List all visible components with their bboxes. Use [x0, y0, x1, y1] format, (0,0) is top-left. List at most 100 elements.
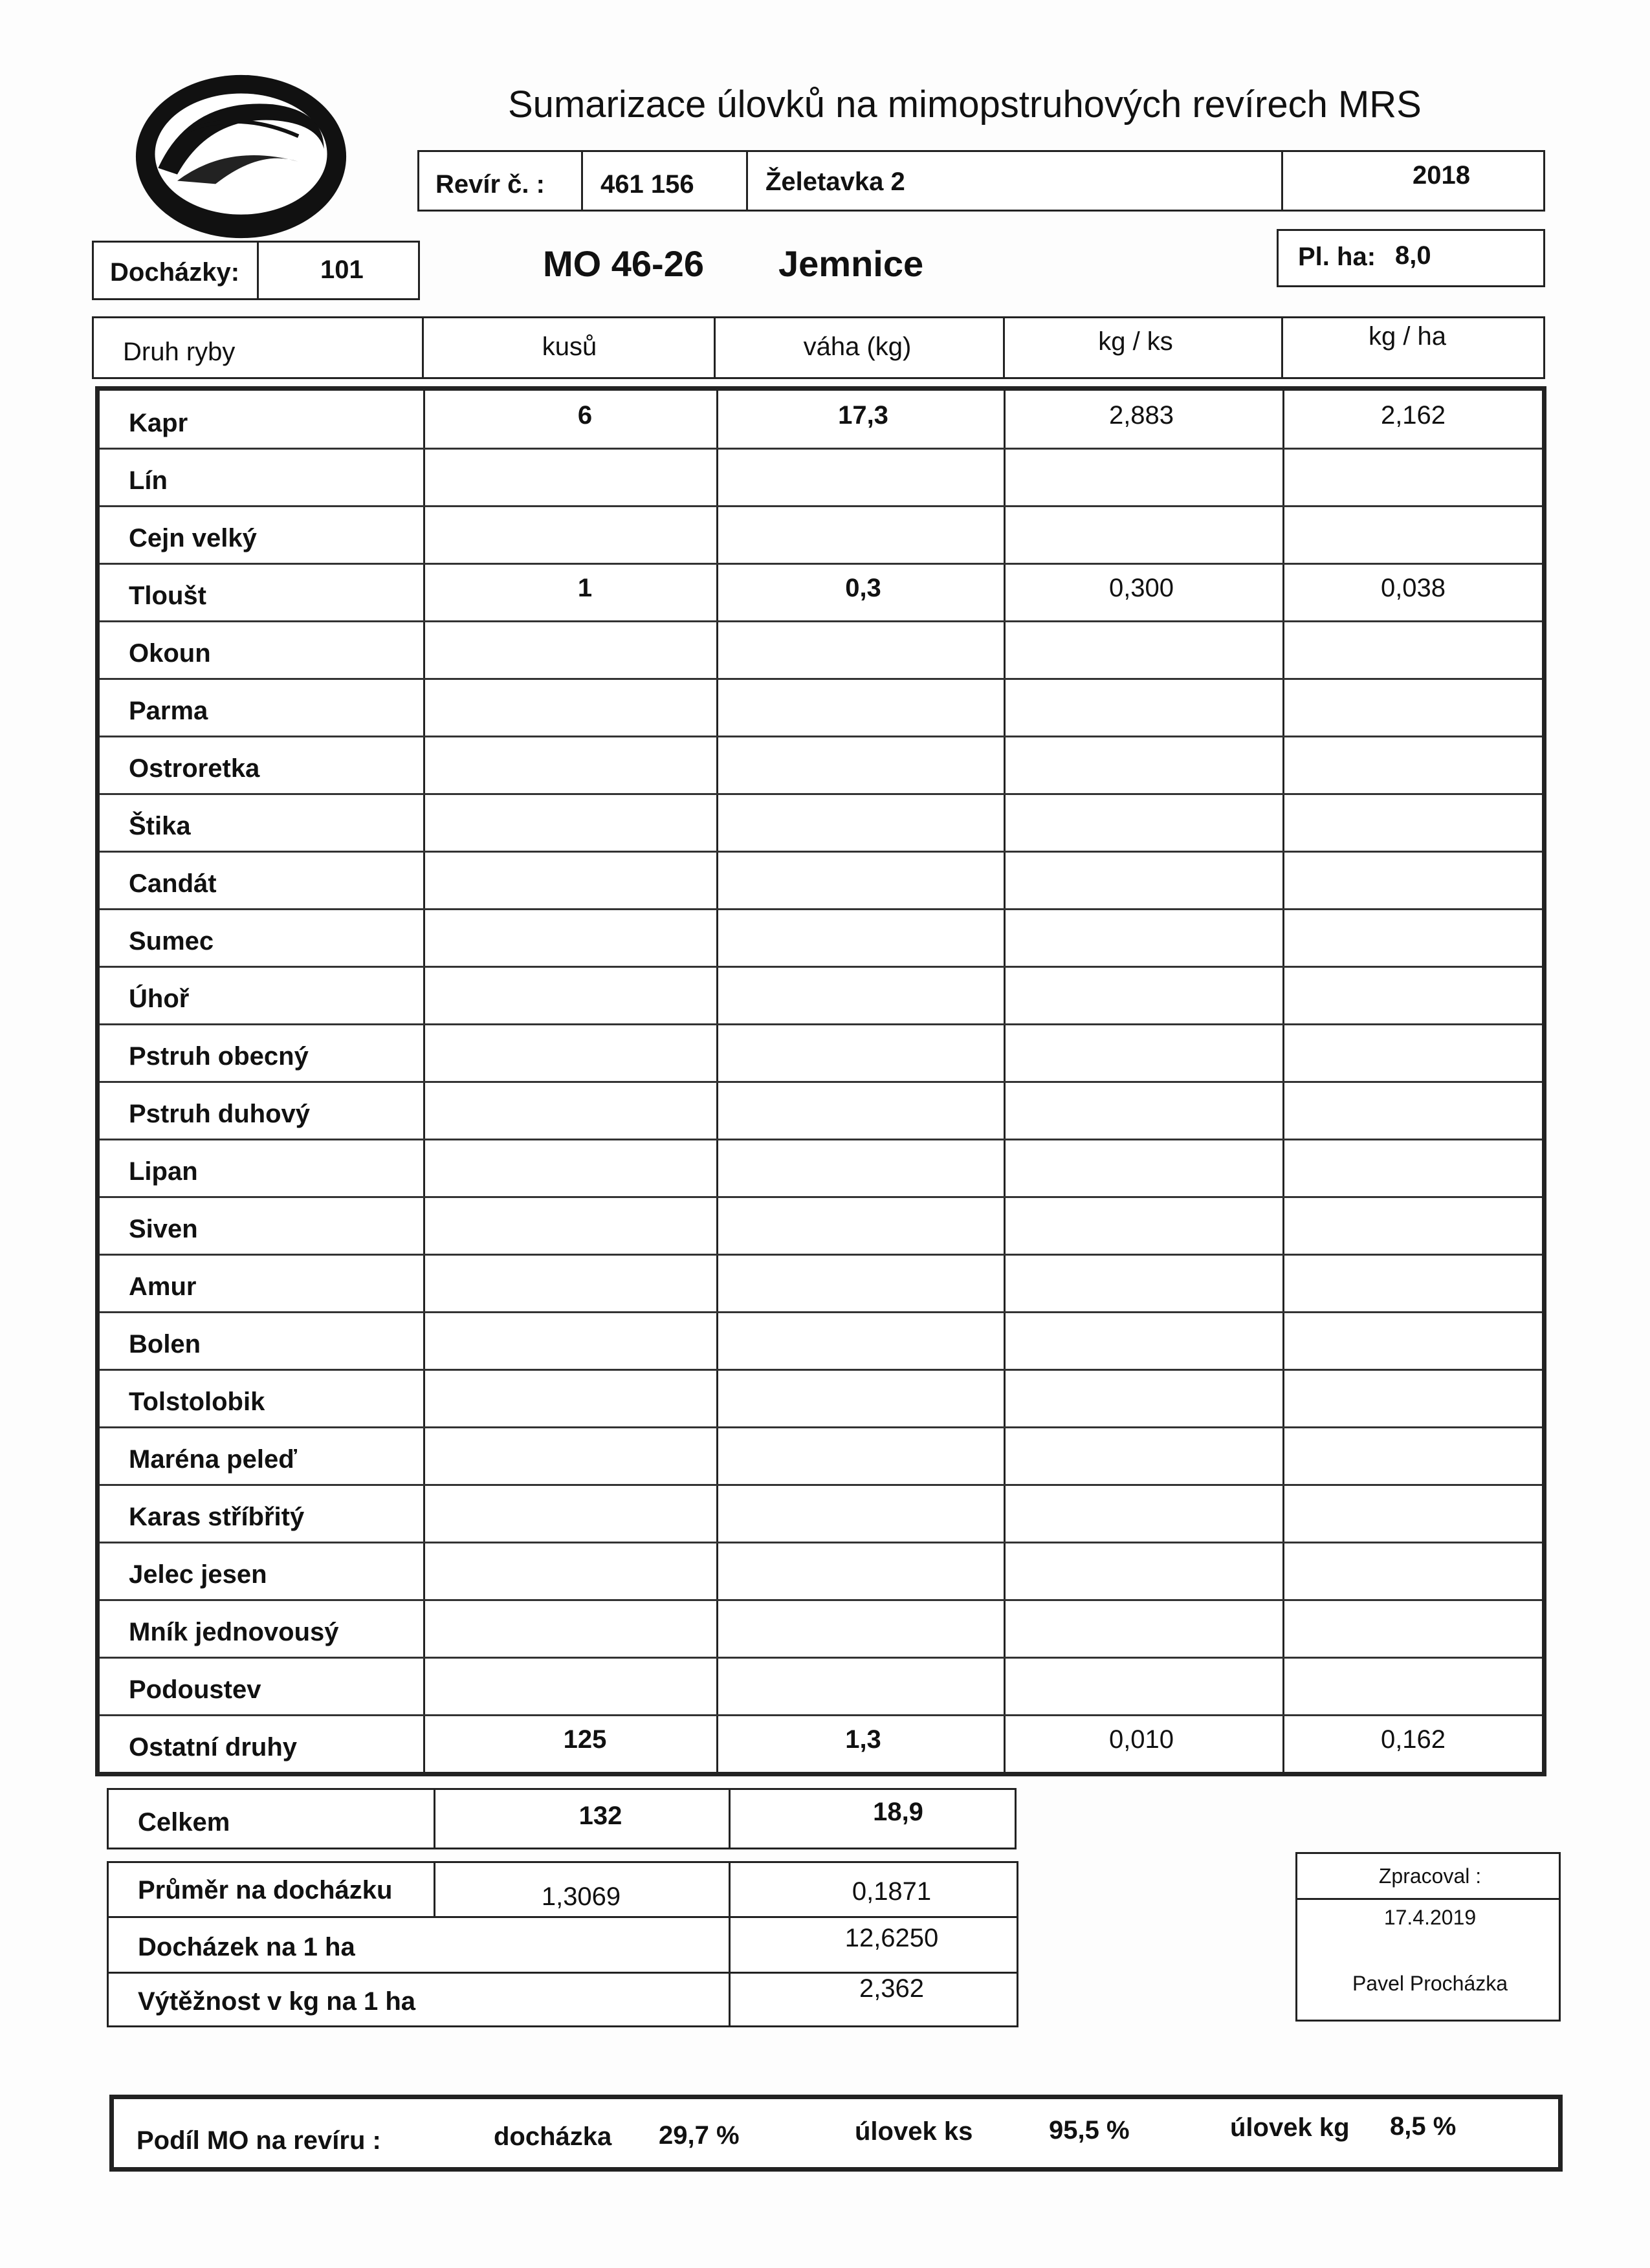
mo-name: Jemnice	[778, 243, 924, 284]
table-row: Ostatní druhy 125 1,3 0,010 0,162	[100, 1716, 1542, 1774]
cell-species: Maréna peleď	[129, 1445, 297, 1474]
cell-kg-ha: 2,162	[1380, 401, 1446, 430]
table-row: Pstruh obecný	[100, 1025, 1542, 1083]
table-row: Candát	[100, 853, 1542, 910]
table-row: Bolen	[100, 1313, 1542, 1371]
area-label: Pl. ha:	[1298, 243, 1376, 271]
table-row: Siven	[100, 1198, 1542, 1256]
mo-code: MO 46-26	[543, 243, 704, 284]
share-box: Podíl MO na revíru : docházka 29,7 % úlo…	[109, 2095, 1563, 2172]
table-row: Tolstolobik	[100, 1371, 1542, 1428]
cell-species: Amur	[129, 1272, 197, 1301]
catch-table: Kapr 6 17,3 2,883 2,162 Lín Cejn velký Tloušt 1 0…	[95, 386, 1546, 1776]
column-kusu: kusů	[542, 333, 597, 361]
dochazky-box: Docházky: 101	[92, 241, 420, 300]
table-row: Podoustev	[100, 1659, 1542, 1716]
stats-table: Průměr na docházku 1,3069 0,1871 Docháze…	[107, 1861, 1018, 2027]
per-ha-label: Docházek na 1 ha	[138, 1933, 355, 1961]
share-ks-label: úlovek ks	[855, 2117, 973, 2146]
revir-box: Revír č. : 461 156 Želetavka 2 2018	[417, 150, 1545, 212]
cell-kg-ks: 0,010	[1108, 1725, 1174, 1754]
area-box: Pl. ha: 8,0	[1277, 229, 1545, 287]
cell-kusu: 125	[563, 1725, 607, 1754]
yield-label: Výtěžnost v kg na 1 ha	[138, 1987, 416, 2016]
cell-species: Okoun	[129, 639, 211, 668]
totals-row: Celkem 132 18,9	[107, 1788, 1017, 1849]
table-row: Štika	[100, 795, 1542, 853]
avg-vaha: 0,1871	[852, 1877, 932, 1906]
cell-species: Tolstolobik	[129, 1388, 265, 1416]
cell-species: Ostroretka	[129, 754, 260, 783]
column-vaha: váha (kg)	[803, 333, 912, 361]
cell-species: Kapr	[129, 409, 188, 437]
column-species: Druh ryby	[123, 338, 236, 366]
revir-label: Revír č. :	[435, 170, 545, 199]
cell-kg-ha: 0,038	[1380, 574, 1446, 602]
cell-kg-ks: 0,300	[1108, 574, 1174, 602]
cell-species: Úhoř	[129, 985, 190, 1013]
cell-species: Ostatní druhy	[129, 1733, 298, 1761]
column-kg-ks: kg / ks	[1098, 327, 1173, 356]
totals-label: Celkem	[138, 1808, 230, 1837]
table-row: Ostroretka	[100, 737, 1542, 795]
cell-species: Karas stříbřitý	[129, 1503, 305, 1531]
cell-species: Jelec jesen	[129, 1560, 267, 1589]
table-row: Jelec jesen	[100, 1543, 1542, 1601]
table-row: Okoun	[100, 622, 1542, 680]
cell-species: Sumec	[129, 927, 214, 955]
table-row: Cejn velký	[100, 507, 1542, 565]
cell-vaha: 1,3	[845, 1725, 881, 1754]
revir-name: Želetavka 2	[765, 168, 905, 196]
year: 2018	[1413, 161, 1470, 190]
share-kg-value: 8,5 %	[1390, 2112, 1457, 2141]
processed-date: 17.4.2019	[1383, 1906, 1477, 1929]
totals-kusu: 132	[578, 1802, 622, 1830]
cell-vaha: 17,3	[838, 401, 888, 430]
cell-species: Pstruh obecný	[129, 1042, 309, 1071]
processed-name: Pavel Procházka	[1352, 1972, 1508, 1995]
table-row: Pstruh duhový	[100, 1083, 1542, 1140]
share-dochazka-value: 29,7 %	[659, 2121, 740, 2150]
cell-species: Mník jednovousý	[129, 1618, 339, 1646]
table-row: Lipan	[100, 1140, 1542, 1198]
column-header: Druh ryby kusů váha (kg) kg / ks kg / ha	[92, 316, 1545, 379]
cell-species: Cejn velký	[129, 524, 257, 552]
cell-species: Parma	[129, 697, 208, 725]
cell-kusu: 1	[577, 574, 593, 602]
table-row: Lín	[100, 450, 1542, 507]
cell-species: Lipan	[129, 1157, 198, 1186]
cell-species: Bolen	[129, 1330, 201, 1358]
cell-species: Štika	[129, 812, 191, 840]
cell-species: Siven	[129, 1215, 198, 1243]
share-dochazka-label: docházka	[494, 2122, 612, 2151]
yield-value: 2,362	[859, 1974, 925, 2003]
share-kg-label: úlovek kg	[1230, 2113, 1350, 2142]
share-ks-value: 95,5 %	[1049, 2116, 1130, 2144]
avg-label: Průměr na docházku	[138, 1876, 393, 1904]
processed-label: Zpracoval :	[1378, 1864, 1482, 1888]
cell-kg-ha: 0,162	[1380, 1725, 1446, 1754]
cell-kusu: 6	[577, 401, 593, 430]
cell-species: Tloušt	[129, 582, 206, 610]
table-row: Tloušt 1 0,3 0,300 0,038	[100, 565, 1542, 622]
cell-species: Candát	[129, 869, 217, 898]
avg-kusu: 1,3069	[541, 1882, 621, 1911]
column-kg-ha: kg / ha	[1368, 322, 1447, 351]
table-row: Karas stříbřitý	[100, 1486, 1542, 1543]
table-row: Úhoř	[100, 968, 1542, 1025]
table-row: Maréna peleď	[100, 1428, 1542, 1486]
catfish-emblem-icon	[135, 74, 347, 239]
cell-kg-ks: 2,883	[1108, 401, 1174, 430]
area-value: 8,0	[1395, 241, 1431, 270]
cell-species: Pstruh duhový	[129, 1100, 311, 1128]
per-ha-value: 12,6250	[844, 1924, 939, 1952]
dochazky-label: Docházky:	[110, 258, 240, 287]
cell-vaha: 0,3	[845, 574, 881, 602]
revir-number: 461 156	[600, 170, 694, 199]
table-row: Kapr 6 17,3 2,883 2,162	[100, 392, 1542, 450]
dochazky-value: 101	[320, 256, 364, 284]
share-label: Podíl MO na revíru :	[137, 2126, 381, 2155]
table-row: Sumec	[100, 910, 1542, 968]
table-row: Mník jednovousý	[100, 1601, 1542, 1659]
table-row: Parma	[100, 680, 1542, 737]
